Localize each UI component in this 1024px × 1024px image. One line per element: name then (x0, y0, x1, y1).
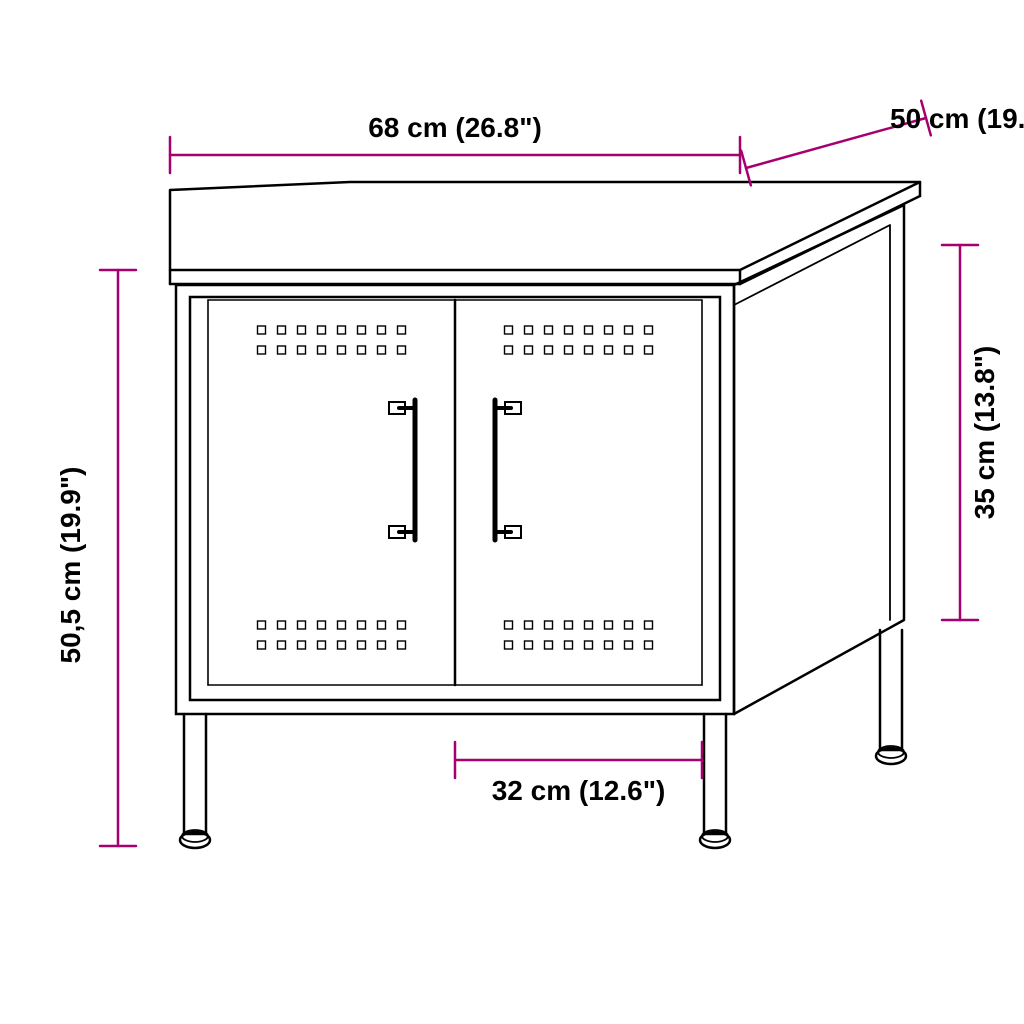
svg-text:50 cm (19.7"): 50 cm (19.7") (890, 103, 1024, 134)
svg-text:68 cm (26.8"): 68 cm (26.8") (368, 112, 542, 143)
svg-text:35 cm (13.8"): 35 cm (13.8") (969, 346, 1000, 520)
svg-text:32 cm (12.6"): 32 cm (12.6") (492, 775, 666, 806)
svg-text:50,5 cm (19.9"): 50,5 cm (19.9") (55, 467, 86, 664)
